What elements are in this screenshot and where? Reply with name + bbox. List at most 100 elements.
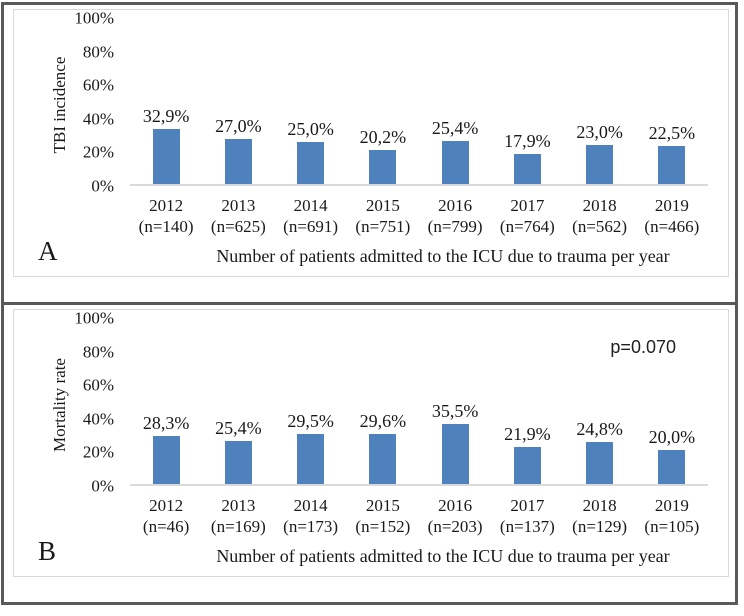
bar-group: 20,0% (636, 318, 708, 484)
x-axis: 2012 (n=140) 2013 (n=625) 2014 (n=691) 2015 (n=… (130, 195, 708, 237)
year-label: 2012 (149, 496, 184, 515)
x-axis-title: Number of patients admitted to the ICU d… (216, 546, 670, 566)
year-label: 2015 (365, 196, 400, 215)
n-count-label: (n=46) (142, 517, 190, 536)
y-tick-label: 100% (74, 8, 114, 28)
y-tick-label: 20% (82, 442, 114, 462)
y-axis: 100% 80% 60% 40% 20% 0% (14, 10, 114, 195)
n-count-label: (n=105) (644, 517, 700, 536)
n-count-label: (n=691) (283, 217, 339, 236)
y-tick-label: 0% (91, 476, 114, 496)
bar-value-label: 21,9% (504, 424, 551, 445)
y-tick-label: 40% (82, 409, 114, 429)
bar-group: 27,0% (202, 18, 274, 184)
year-label: 2017 (510, 196, 545, 215)
year-label: 2014 (293, 496, 328, 515)
n-count-label: (n=625) (210, 217, 266, 236)
bar-value-label: 29,6% (359, 411, 407, 432)
y-tick-label: 80% (82, 342, 114, 362)
n-count-label: (n=173) (283, 517, 339, 536)
bar-group: 17,9% (491, 18, 563, 184)
bar (152, 129, 180, 184)
bar (152, 436, 180, 484)
year-label: 2016 (438, 496, 473, 515)
n-count-label: (n=137) (499, 517, 555, 536)
bar-group: 32,9% (130, 18, 202, 184)
year-label: 2019 (654, 496, 689, 515)
year-label: 2012 (149, 196, 184, 215)
bar-value-label: 27,0% (215, 116, 262, 137)
n-count-label: (n=799) (427, 217, 483, 236)
y-tick-label: 20% (82, 142, 114, 162)
y-axis: 100% 80% 60% 40% 20% 0% (14, 310, 114, 495)
x-tick-label: 2012 (n=46) (130, 495, 202, 537)
x-tick-label: 2016 (n=799) (419, 195, 491, 237)
x-tick-label: 2012 (n=140) (130, 195, 202, 237)
year-label: 2017 (510, 496, 545, 515)
panel-a-section: TBI incidence 100% 80% 60% 40% 20% 0% 32,9% 27… (4, 5, 735, 302)
bar-group: 29,5% (275, 318, 347, 484)
bar-value-label: 35,5% (431, 401, 479, 422)
year-label: 2015 (365, 496, 400, 515)
bar-value-label: 17,9% (504, 131, 551, 152)
bar-group: 20,2% (347, 18, 419, 184)
bar-value-label: 20,0% (648, 427, 696, 448)
bar-value-label: 20,2% (359, 127, 407, 148)
n-count-label: (n=152) (355, 517, 411, 536)
bar-group: 35,5% (419, 318, 491, 484)
x-tick-label: 2013 (n=625) (202, 195, 274, 237)
year-label: 2018 (582, 496, 617, 515)
panel-divider (4, 302, 735, 305)
panel-b-section: Mortality rate 100% 80% 60% 40% 20% 0% 28,3% 2… (4, 305, 735, 602)
y-tick-label: 100% (74, 308, 114, 328)
bar (658, 146, 686, 184)
bar (441, 424, 469, 484)
year-label: 2013 (221, 496, 256, 515)
x-tick-label: 2019 (n=466) (636, 195, 708, 237)
bar-value-label: 29,5% (287, 411, 334, 432)
bar-value-label: 25,4% (431, 118, 479, 139)
x-axis: 2012 (n=46) 2013 (n=169) 2014 (n=173) 2015 (n=1… (130, 495, 708, 537)
bar (224, 139, 252, 184)
n-count-label: (n=562) (572, 217, 628, 236)
p-value-annotation: p=0.070 (610, 337, 676, 357)
bar-value-label: 28,3% (142, 413, 190, 434)
bar (513, 447, 541, 484)
bar (297, 434, 325, 484)
n-count-label: (n=169) (210, 517, 266, 536)
year-label: 2019 (654, 196, 689, 215)
y-tick-label: 80% (82, 42, 114, 62)
x-tick-label: 2015 (n=152) (347, 495, 419, 537)
x-tick-label: 2014 (n=691) (275, 195, 347, 237)
n-count-label: (n=764) (499, 217, 555, 236)
bar (369, 150, 397, 184)
bar-value-label: 25,4% (215, 418, 262, 439)
year-label: 2013 (221, 196, 256, 215)
bar (369, 434, 397, 484)
bar-group: 21,9% (491, 318, 563, 484)
figure-border: TBI incidence 100% 80% 60% 40% 20% 0% 32,9% 27… (1, 2, 738, 605)
bar (297, 142, 325, 184)
bar-value-label: 22,5% (648, 123, 696, 144)
x-axis-title: Number of patients admitted to the ICU d… (216, 246, 670, 266)
y-tick-label: 60% (82, 375, 114, 395)
bar (513, 154, 541, 184)
n-count-label: (n=751) (355, 217, 411, 236)
x-tick-label: 2013 (n=169) (202, 495, 274, 537)
y-tick-label: 60% (82, 75, 114, 95)
chart-b: Mortality rate 100% 80% 60% 40% 20% 0% 28,3% 2… (13, 309, 729, 577)
x-tick-label: 2018 (n=562) (564, 195, 636, 237)
bar (586, 442, 614, 484)
bar-value-label: 24,8% (576, 419, 623, 440)
x-tick-label: 2019 (n=105) (636, 495, 708, 537)
n-count-label: (n=466) (644, 217, 700, 236)
x-tick-label: 2015 (n=751) (347, 195, 419, 237)
x-tick-label: 2014 (n=173) (275, 495, 347, 537)
bar-value-label: 23,0% (576, 122, 623, 143)
y-tick-label: 40% (82, 109, 114, 129)
year-label: 2016 (438, 196, 473, 215)
x-tick-label: 2017 (n=137) (491, 495, 563, 537)
y-tick-label: 0% (91, 176, 114, 196)
panel-letter-a: A (38, 236, 58, 266)
